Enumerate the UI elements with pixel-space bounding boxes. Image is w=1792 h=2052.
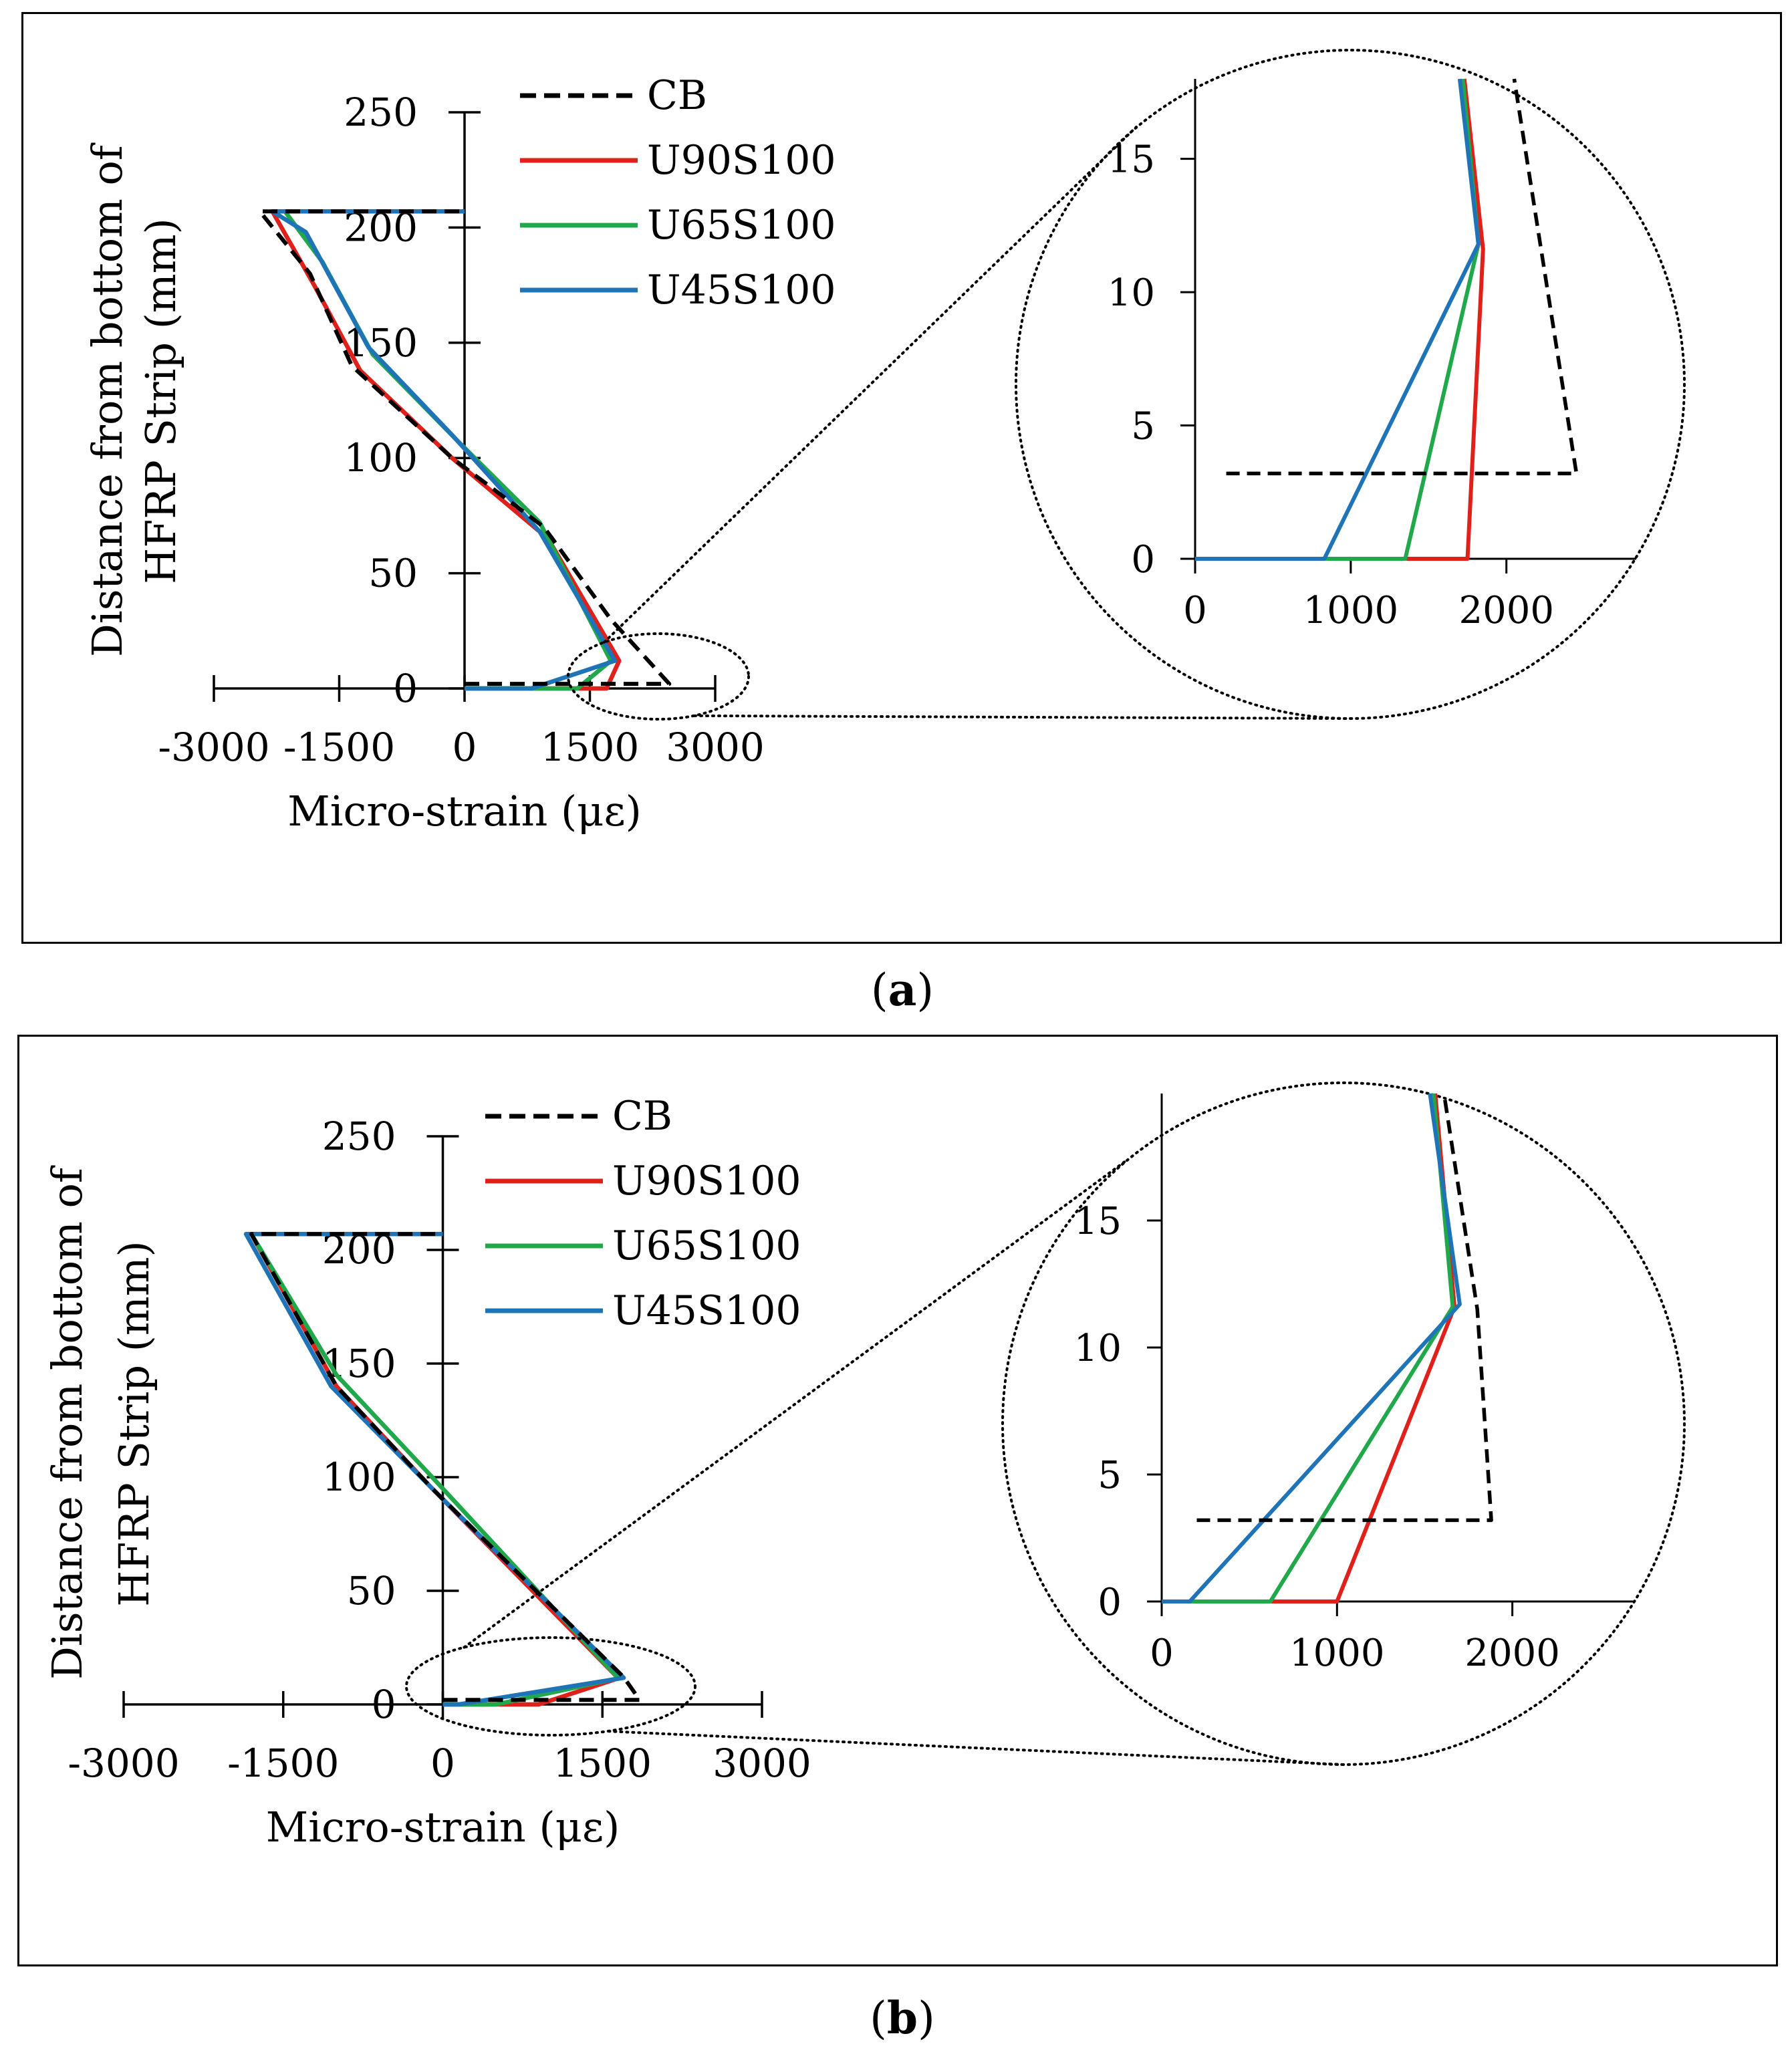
inset-series-line-cb (1196, 1093, 1493, 1523)
series-line-u45s100 (243, 1231, 626, 1707)
panel-b-frame (17, 1035, 1778, 1966)
x-tick-label: -3000 (158, 725, 269, 770)
legend-label-u90s100: U90S100 (612, 1158, 801, 1204)
legend-label-cb: CB (612, 1093, 672, 1140)
inset-y-tick-label: 5 (1131, 405, 1155, 448)
y-axis-label-line1: Distance from bottom of (83, 142, 132, 657)
caption-letter: a (888, 964, 917, 1016)
inset-series-line-cb (1226, 78, 1579, 476)
inset-x-tick-label: 1000 (1289, 1632, 1385, 1675)
inset-axes (1147, 1094, 1634, 1616)
x-tick-label: 3000 (713, 1741, 811, 1786)
series-line-u65s100 (249, 1231, 621, 1707)
legend-label-u45s100: U45S100 (612, 1287, 801, 1334)
x-tick-label: 0 (453, 725, 477, 770)
x-tick-label: 0 (430, 1741, 455, 1786)
panel-a-frame (21, 12, 1782, 944)
x-tick-label: 1500 (541, 725, 640, 770)
zoom-connector-top (463, 1160, 1127, 1649)
y-tick-label: 0 (393, 666, 418, 711)
panel-b-caption: (b) (836, 1996, 969, 2041)
inset-y-tick-label: 10 (1108, 271, 1155, 315)
caption-close: ) (916, 965, 934, 1016)
series-line-cb (257, 209, 672, 686)
x-tick-label: -1500 (283, 725, 395, 770)
y-tick-label: 50 (368, 551, 418, 596)
y-tick-label: 0 (372, 1682, 396, 1727)
main-axes (213, 111, 717, 702)
panel-a-chart: -3000 -1500 0 1500 3000050100150200250Micro-… (83, 49, 1686, 836)
inset-y-tick-label: 0 (1131, 538, 1155, 582)
inset-y-tick-label: 10 (1074, 1327, 1122, 1370)
inset-x-tick-label: 2000 (1464, 1632, 1560, 1675)
y-tick-label: 250 (322, 1114, 396, 1159)
series-line-u90s100 (249, 1231, 621, 1707)
panel-a-caption: (a) (836, 968, 969, 1013)
inset-series-line-u65s100 (1195, 78, 1481, 561)
legend-label-cb: CB (647, 72, 707, 119)
legend-label-u65s100: U65S100 (647, 202, 836, 249)
caption-open: ( (870, 1993, 887, 2044)
inset-y-tick-label: 15 (1074, 1200, 1122, 1243)
inset-series-line-u65s100 (1162, 1093, 1455, 1604)
legend-label-u45s100: U45S100 (647, 267, 836, 313)
y-tick-label: 100 (344, 435, 418, 481)
inset-x-tick-label: 1000 (1303, 589, 1399, 632)
inset-y-tick-label: 0 (1098, 1581, 1122, 1624)
legend-label-u65s100: U65S100 (612, 1223, 801, 1269)
inset-y-tick-label: 15 (1108, 138, 1155, 182)
inset-series-line-u45s100 (1195, 78, 1481, 561)
x-tick-label: 3000 (666, 725, 765, 770)
inset-series-line-u45s100 (1162, 1093, 1462, 1604)
y-tick-label: 250 (344, 90, 418, 135)
y-tick-label: 50 (347, 1568, 396, 1614)
zoom-connector-bottom (607, 1730, 1345, 1766)
caption-letter: b (886, 1992, 918, 2044)
inset-x-tick-label: 2000 (1458, 589, 1554, 632)
inset-x-tick-label: 0 (1183, 589, 1207, 632)
y-axis-label-line2: HFRP Strip (mm) (136, 218, 185, 584)
y-tick-label: 100 (322, 1454, 396, 1500)
zoom-ellipse (567, 632, 750, 721)
x-tick-label: -3000 (68, 1741, 179, 1786)
inset-x-tick-label: 0 (1150, 1632, 1174, 1675)
series-line-u45s100 (270, 209, 618, 691)
y-axis-label-line2: HFRP Strip (mm) (110, 1241, 158, 1606)
caption-close: ) (918, 1993, 935, 2044)
x-tick-label: 1500 (553, 1741, 652, 1786)
legend-label-u90s100: U90S100 (647, 137, 836, 184)
zoom-circle (1001, 1081, 1686, 1766)
zoom-circle (1015, 49, 1686, 720)
caption-open: ( (870, 965, 888, 1016)
zoom-connector-bottom (693, 714, 1352, 720)
zoom-ellipse (405, 1636, 696, 1737)
y-axis-label-line1: Distance from bottom of (43, 1165, 92, 1680)
series-line-u90s100 (270, 209, 622, 691)
inset-y-tick-label: 5 (1098, 1454, 1122, 1497)
series-line-cb (249, 1232, 642, 1702)
inset-series-line-u90s100 (1162, 1093, 1457, 1604)
x-axis-label: Micro-strain (με) (287, 787, 642, 836)
inset-axes (1180, 79, 1636, 573)
panel-b-chart: -3000 -1500 0 1500 3000050100150200250Micro-… (43, 1081, 1686, 1851)
x-tick-label: -1500 (227, 1741, 339, 1786)
x-axis-label: Micro-strain (με) (266, 1803, 620, 1851)
